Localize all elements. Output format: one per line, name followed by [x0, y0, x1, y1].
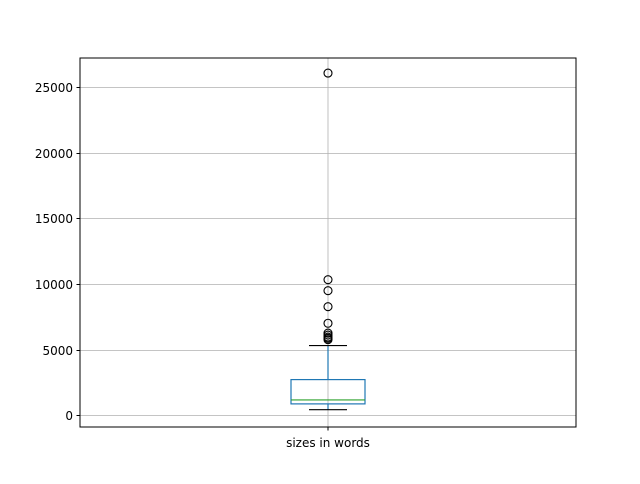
outlier-point — [323, 286, 333, 296]
outlier-point — [323, 68, 333, 78]
outlier-point — [323, 328, 333, 338]
outlier-point — [323, 318, 333, 328]
iqr-box — [290, 378, 366, 405]
y-tick-label: 10000 — [35, 278, 73, 292]
y-tick-label: 15000 — [35, 212, 73, 226]
box-marks — [290, 68, 366, 411]
x-tick-label: sizes in words — [286, 436, 370, 450]
y-tick-label: 25000 — [35, 81, 73, 95]
y-tick-label: 0 — [65, 409, 73, 423]
outlier-point — [323, 302, 333, 312]
grid — [80, 58, 576, 427]
axis-ticks: 0 5000 10000 15000 20000 25000 sizes in words — [35, 81, 370, 450]
outlier-point — [323, 275, 333, 285]
y-tick-label: 5000 — [42, 344, 73, 358]
y-tick-label: 20000 — [35, 147, 73, 161]
